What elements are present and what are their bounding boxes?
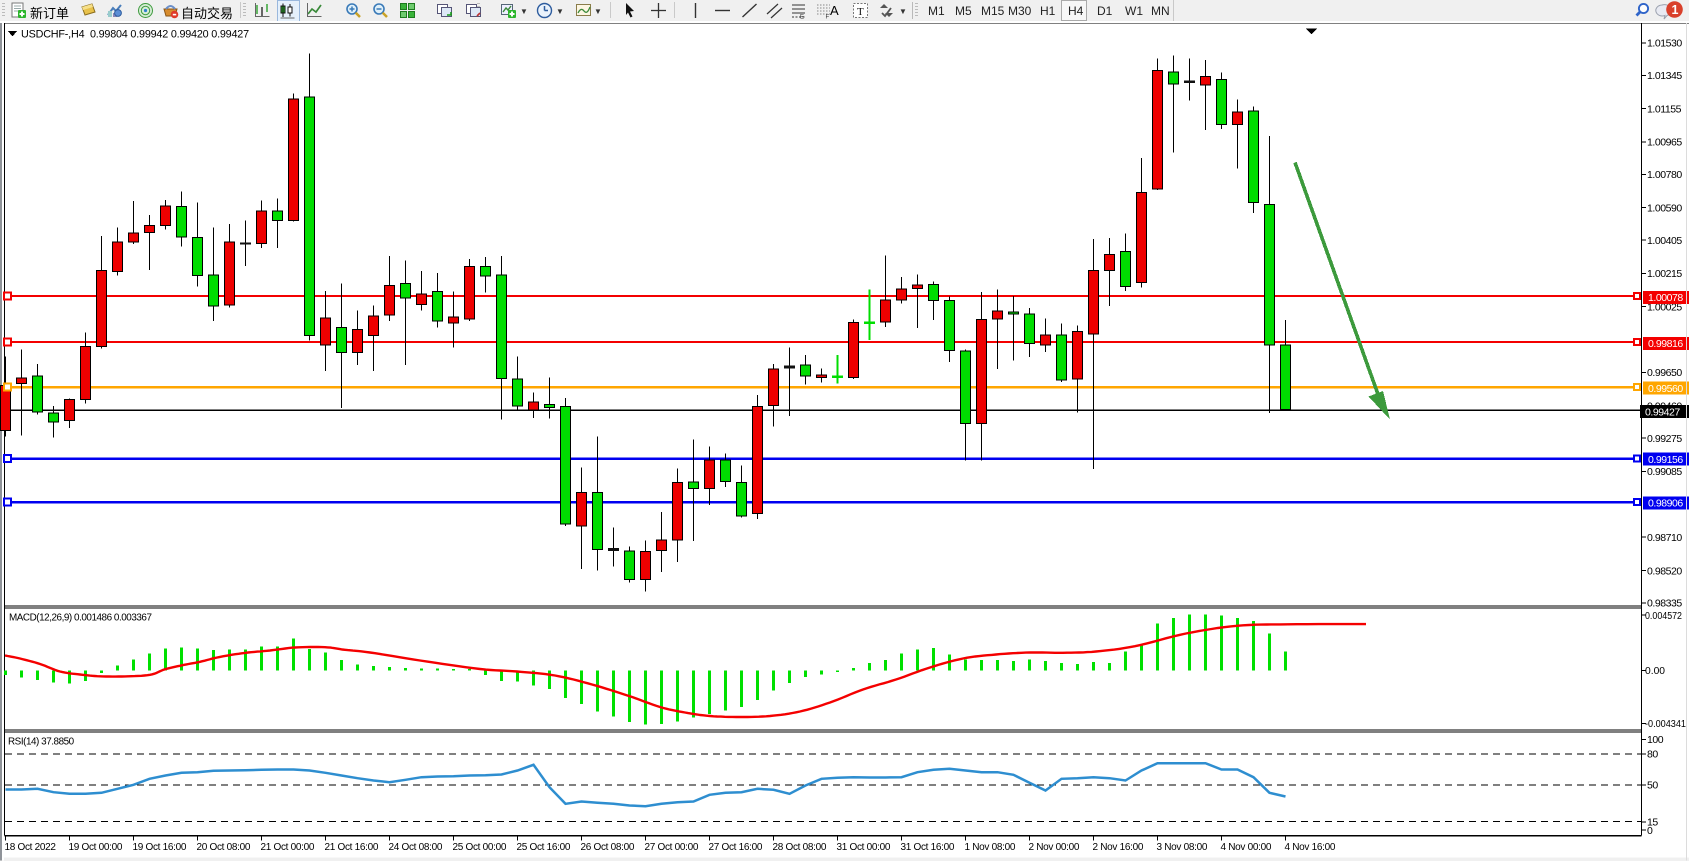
- svg-text:1.01345: 1.01345: [1647, 70, 1682, 82]
- svg-text:4 Nov 16:00: 4 Nov 16:00: [1285, 842, 1336, 853]
- svg-text:USDCHF-,H4 0.99804 0.99942 0.: USDCHF-,H4 0.99804 0.99942 0.99420 0.994…: [21, 29, 249, 41]
- svg-text:25 Oct 00:00: 25 Oct 00:00: [453, 842, 507, 853]
- svg-text:0.99275: 0.99275: [1647, 433, 1682, 445]
- svg-text:0.98335: 0.98335: [1647, 598, 1682, 610]
- svg-text:19 Oct 00:00: 19 Oct 00:00: [69, 842, 123, 853]
- svg-text:F: F: [826, 15, 830, 20]
- svg-text:1.00215: 1.00215: [1647, 268, 1682, 280]
- svg-text:1.00078: 1.00078: [1648, 292, 1683, 304]
- svg-text:50: 50: [1647, 780, 1658, 792]
- svg-text:2 Nov 00:00: 2 Nov 00:00: [1029, 842, 1080, 853]
- svg-text:1.01530: 1.01530: [1647, 38, 1682, 50]
- svg-text:100: 100: [1647, 734, 1664, 746]
- svg-text:1.00780: 1.00780: [1647, 169, 1682, 181]
- svg-text:19 Oct 16:00: 19 Oct 16:00: [133, 842, 187, 853]
- svg-text:21 Oct 00:00: 21 Oct 00:00: [261, 842, 315, 853]
- svg-text:27 Oct 00:00: 27 Oct 00:00: [645, 842, 699, 853]
- svg-text:E: E: [800, 15, 804, 20]
- svg-text:3 Nov 08:00: 3 Nov 08:00: [1157, 842, 1208, 853]
- svg-text:21 Oct 16:00: 21 Oct 16:00: [325, 842, 379, 853]
- svg-text:26 Oct 08:00: 26 Oct 08:00: [581, 842, 635, 853]
- svg-text:0.99560: 0.99560: [1648, 383, 1683, 395]
- svg-text:-0.004341: -0.004341: [1645, 719, 1686, 730]
- svg-text:1.00590: 1.00590: [1647, 202, 1682, 214]
- svg-text:15: 15: [1647, 817, 1658, 829]
- svg-text:0.004572: 0.004572: [1645, 611, 1682, 622]
- svg-text:20 Oct 08:00: 20 Oct 08:00: [197, 842, 251, 853]
- svg-text:31 Oct 00:00: 31 Oct 00:00: [837, 842, 891, 853]
- svg-text:0.98520: 0.98520: [1647, 565, 1682, 577]
- svg-text:1.00405: 1.00405: [1647, 235, 1682, 247]
- svg-text:0.98710: 0.98710: [1647, 532, 1682, 544]
- svg-text:0.00: 0.00: [1645, 666, 1665, 677]
- svg-text:31 Oct 16:00: 31 Oct 16:00: [901, 842, 955, 853]
- svg-text:0.99427: 0.99427: [1645, 406, 1680, 418]
- svg-text:18 Oct 2022: 18 Oct 2022: [5, 842, 57, 853]
- svg-text:24 Oct 08:00: 24 Oct 08:00: [389, 842, 443, 853]
- svg-text:0.98906: 0.98906: [1648, 498, 1683, 510]
- svg-text:1.01155: 1.01155: [1647, 103, 1682, 115]
- svg-text:T: T: [857, 6, 864, 18]
- svg-text:25 Oct 16:00: 25 Oct 16:00: [517, 842, 571, 853]
- svg-text:0.99650: 0.99650: [1647, 367, 1682, 379]
- svg-text:4 Nov 00:00: 4 Nov 00:00: [1221, 842, 1272, 853]
- svg-text:RSI(14) 37.8850: RSI(14) 37.8850: [8, 737, 75, 748]
- svg-text:MACD(12,26,9) 0.001486 0.00336: MACD(12,26,9) 0.001486 0.003367: [9, 613, 152, 624]
- svg-text:1 Nov 08:00: 1 Nov 08:00: [965, 842, 1016, 853]
- svg-text:28 Oct 08:00: 28 Oct 08:00: [773, 842, 827, 853]
- svg-text:2 Nov 16:00: 2 Nov 16:00: [1093, 842, 1144, 853]
- svg-text:27 Oct 16:00: 27 Oct 16:00: [709, 842, 763, 853]
- svg-text:0.99085: 0.99085: [1647, 466, 1682, 478]
- svg-text:1.00025: 1.00025: [1647, 301, 1682, 313]
- svg-text:1.00965: 1.00965: [1647, 137, 1682, 149]
- svg-text:0.99816: 0.99816: [1648, 338, 1683, 350]
- svg-text:1: 1: [1672, 3, 1679, 17]
- svg-text:80: 80: [1647, 749, 1658, 761]
- svg-text:0.99156: 0.99156: [1648, 454, 1683, 466]
- svg-text:0: 0: [1647, 825, 1653, 837]
